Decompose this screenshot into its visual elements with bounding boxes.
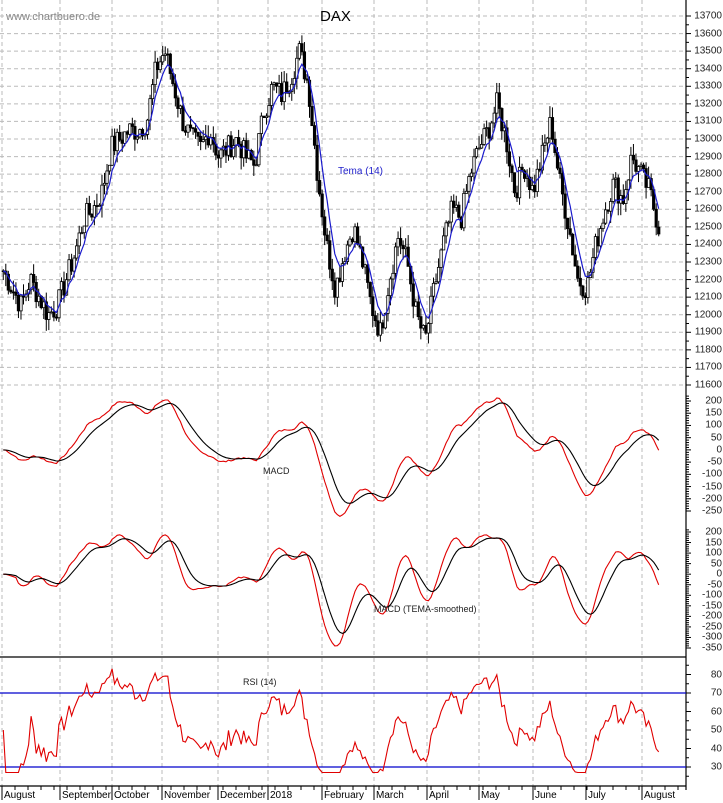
rsi-tick-label: 50 — [710, 724, 722, 736]
macd-tema-tick-label: 50 — [710, 558, 722, 570]
macd-tick-label: -50 — [707, 456, 722, 468]
price-tick-label: 13700 — [694, 10, 722, 22]
month-label: March — [376, 790, 404, 801]
price-tick-label: 12500 — [694, 221, 722, 233]
month-label: February — [324, 790, 365, 801]
price-tick-label: 13100 — [694, 115, 722, 127]
macd-tema-tick-label: 150 — [705, 537, 722, 549]
macd-tema-tick-label: 0 — [716, 568, 722, 580]
macd-tick-label: -150 — [701, 481, 722, 493]
month-label: August — [644, 790, 676, 801]
macd-tick-label: -200 — [701, 493, 722, 505]
price-tick-label: 13300 — [694, 80, 722, 92]
macd-tema-tick-label: -300 — [701, 631, 722, 643]
macd-tick-label: 150 — [705, 407, 722, 419]
month-label: December — [220, 790, 267, 801]
price-tick-label: 13000 — [694, 133, 722, 145]
macd-tema-tick-label: 200 — [705, 526, 722, 538]
price-tick-label: 13600 — [694, 28, 722, 40]
macd-tema-tick-label: -200 — [701, 610, 722, 622]
price-tick-label: 11800 — [694, 344, 722, 356]
month-label: October — [114, 790, 150, 801]
price-tick-label: 12800 — [694, 168, 722, 180]
price-tick-label: 12300 — [694, 256, 722, 268]
macd-tema-tick-label: -250 — [701, 621, 722, 633]
month-label: 2018 — [270, 790, 293, 801]
price-tick-label: 11900 — [694, 326, 722, 338]
macd-tema-label: MACD (TEMA-smoothed) — [374, 604, 477, 614]
macd-tick-label: 200 — [705, 395, 722, 407]
rsi-tick-label: 60 — [710, 706, 722, 717]
price-tick-label: 12200 — [694, 274, 722, 286]
month-label: July — [588, 790, 606, 801]
price-tick-label: 13200 — [694, 98, 722, 110]
price-tick-label: 11600 — [694, 379, 722, 391]
rsi-tick-label: 30 — [710, 761, 722, 773]
rsi-label: RSI (14) — [243, 677, 277, 687]
macd-tema-tick-label: -50 — [707, 579, 722, 591]
month-label: April — [429, 790, 450, 801]
macd-tema-tick-label: -150 — [701, 600, 722, 612]
price-tick-label: 12100 — [694, 291, 722, 303]
price-tick-label: 12400 — [694, 238, 722, 250]
price-tick-label: 12000 — [694, 309, 722, 321]
macd-tick-label: -100 — [701, 468, 722, 480]
month-label: August — [4, 790, 36, 801]
rsi-tick-label: 40 — [710, 743, 722, 754]
tema-label: Tema (14) — [338, 166, 384, 177]
month-label: June — [535, 790, 557, 801]
chart-title: DAX — [320, 8, 351, 25]
macd-tick-label: -250 — [701, 505, 722, 517]
macd-tema-tick-label: 100 — [705, 547, 722, 559]
macd-label: MACD — [263, 466, 290, 476]
macd-tema-tick-label: -100 — [701, 589, 722, 601]
rsi-tick-label: 80 — [710, 669, 722, 680]
price-tick-label: 12600 — [694, 203, 722, 215]
price-tick-label: 12700 — [694, 186, 722, 198]
price-tick-label: 13400 — [694, 63, 722, 75]
macd-tick-label: 100 — [705, 419, 722, 431]
price-tick-label: 11700 — [694, 361, 722, 373]
rsi-tick-label: 70 — [710, 687, 722, 699]
month-label: November — [164, 790, 211, 801]
month-label: September — [62, 790, 111, 801]
price-tick-label: 13500 — [694, 45, 722, 57]
month-label: May — [481, 790, 500, 801]
macd-tema-tick-label: -350 — [701, 642, 722, 654]
macd-tick-label: 0 — [716, 444, 722, 456]
macd-tick-label: 50 — [710, 432, 722, 444]
price-tick-label: 12900 — [694, 151, 722, 163]
watermark: www.chartbuero.de — [6, 11, 101, 23]
